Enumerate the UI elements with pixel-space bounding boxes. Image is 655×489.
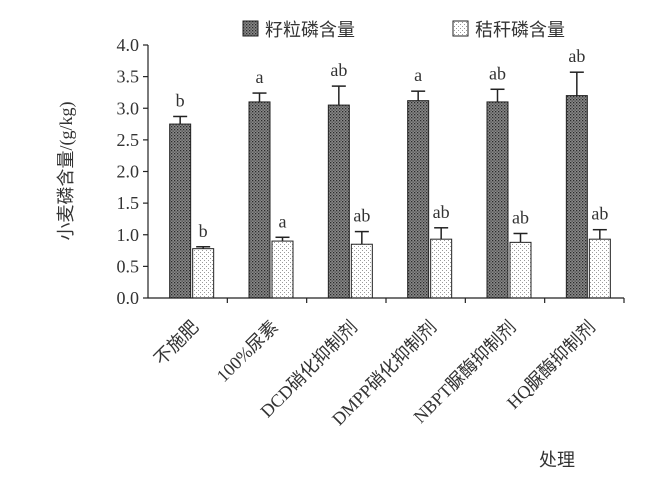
y-tick-label-8: 4.0	[117, 35, 140, 55]
significance-label-series2-3: ab	[433, 202, 450, 222]
bar-series1-2	[327, 104, 350, 299]
significance-label-series2-2: ab	[353, 206, 370, 226]
significance-label-series2-4: ab	[512, 207, 529, 227]
bar-series1-5	[565, 95, 588, 299]
significance-label-series2-5: ab	[591, 204, 608, 224]
significance-label-series1-0: b	[176, 90, 185, 110]
bar-series2-3	[430, 238, 453, 299]
y-tick-label-4: 2.0	[117, 162, 140, 182]
legend-label-series1: 籽粒磷含量	[265, 20, 355, 40]
legend-label-series2: 秸秆磷含量	[475, 20, 565, 40]
legend-swatch-series2	[452, 20, 469, 37]
bar-series2-1	[271, 240, 294, 299]
legend-swatch-series1	[242, 20, 259, 37]
x-category-label-0: 不施肥	[150, 317, 202, 369]
y-tick-label-0: 0.0	[117, 288, 140, 308]
significance-label-series1-4: ab	[489, 63, 506, 83]
x-axis-title: 处理	[539, 450, 575, 470]
x-category-label-1: 100%尿素	[213, 317, 282, 386]
y-tick-label-1: 0.5	[117, 256, 140, 276]
significance-label-series1-2: ab	[330, 60, 347, 80]
bar-series1-1	[248, 101, 271, 299]
significance-label-series1-5: ab	[568, 46, 585, 66]
y-axis-title: 小麦磷含量/(g/kg)	[56, 102, 77, 241]
y-tick-label-7: 3.5	[117, 67, 140, 87]
y-tick-label-5: 2.5	[117, 130, 140, 150]
y-tick-label-3: 1.5	[117, 193, 140, 213]
bar-series1-4	[486, 101, 509, 299]
bar-series2-2	[350, 243, 373, 299]
significance-label-series2-0: b	[199, 221, 208, 241]
bar-series1-3	[407, 100, 430, 299]
significance-label-series2-1: a	[279, 211, 287, 231]
bar-series1-0	[169, 123, 192, 299]
bar-series2-5	[588, 238, 611, 299]
significance-label-series1-3: a	[414, 65, 422, 85]
bar-series2-0	[192, 248, 215, 299]
y-tick-label-2: 1.0	[117, 225, 140, 245]
y-tick-label-6: 3.0	[117, 98, 140, 118]
bar-series2-4	[509, 241, 532, 299]
significance-label-series1-1: a	[256, 67, 264, 87]
